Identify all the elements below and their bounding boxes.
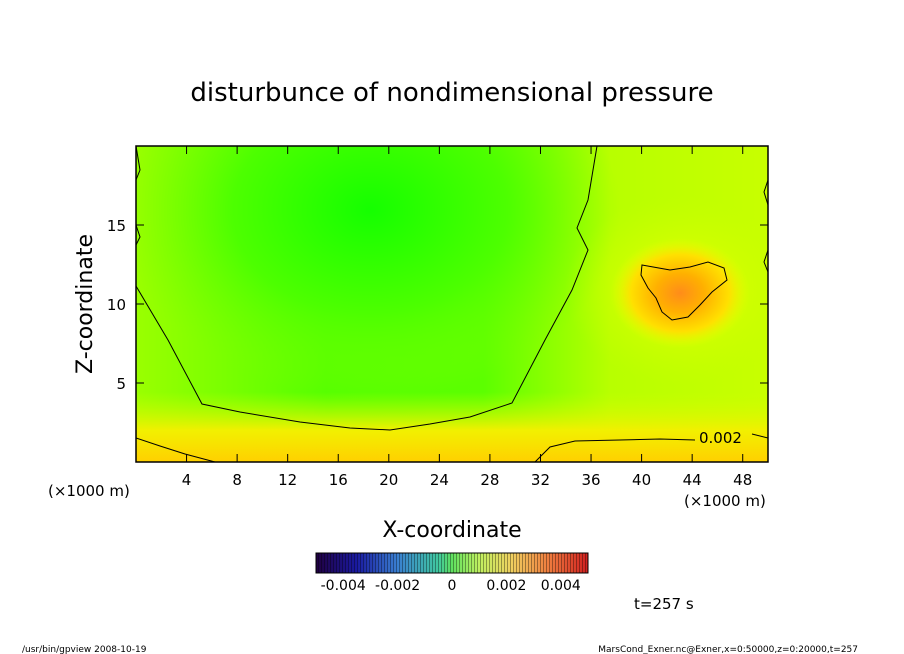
contour-label: 0.002	[699, 429, 742, 447]
contour-line-bottom-right	[534, 433, 768, 462]
y-axis: 5 10 15	[107, 217, 768, 393]
x-tick-label: 36	[581, 471, 600, 489]
x-tick-label: 32	[531, 471, 550, 489]
x-axis-label: X-coordinate	[382, 518, 521, 543]
y-tick-label: 15	[107, 217, 126, 235]
x-axis: 4 8 12 16 20 24 28 32 36 40 44 48	[182, 146, 752, 489]
footer-right: MarsCond_Exner.nc@Exner,x=0:50000,z=0:20…	[598, 645, 858, 654]
y-tick-label: 5	[116, 375, 126, 393]
colorbar-frame	[315, 552, 589, 574]
chart-title: disturbunce of nondimensional pressure	[190, 78, 713, 108]
x-tick-label: 20	[379, 471, 398, 489]
colorbar: -0.004 -0.002 0 0.002 0.004	[315, 552, 589, 594]
colorbar-tick-labels: -0.004 -0.002 0 0.002 0.004	[321, 578, 581, 594]
x-tick-label: 28	[480, 471, 499, 489]
heatmap-field	[136, 146, 768, 462]
colorbar-tick-label: -0.002	[375, 578, 420, 594]
y-tick-label: 10	[107, 296, 126, 314]
contour-line-bowl	[136, 146, 598, 431]
x-tick-label: 4	[182, 471, 192, 489]
colorbar-tick-label: 0.002	[486, 578, 526, 594]
x-tick-label: 12	[278, 471, 297, 489]
x-tick-label: 24	[430, 471, 449, 489]
footer-left: /usr/bin/gpview 2008-10-19	[22, 645, 147, 654]
contour-line-right-edge	[763, 179, 768, 273]
contour-line-left-edge	[136, 146, 141, 246]
x-tick-label: 16	[329, 471, 348, 489]
colorbar-tick-label: -0.004	[321, 578, 366, 594]
y-axis-label: Z-coordinate	[73, 234, 98, 374]
x-unit-left: (×1000 m)	[48, 482, 130, 500]
x-tick-label: 48	[733, 471, 752, 489]
contour-lines	[136, 146, 768, 462]
contour-line-peak	[640, 261, 728, 321]
colorbar-tick-label: 0	[448, 578, 457, 594]
colorbar-stripes	[316, 553, 588, 573]
contour-line-bottom-left	[136, 437, 216, 462]
x-tick-label: 8	[232, 471, 242, 489]
x-tick-label: 40	[632, 471, 651, 489]
x-tick-label: 44	[683, 471, 702, 489]
x-unit-right: (×1000 m)	[684, 492, 766, 510]
time-label: t=257 s	[634, 595, 694, 613]
colorbar-tick-label: 0.004	[541, 578, 581, 594]
